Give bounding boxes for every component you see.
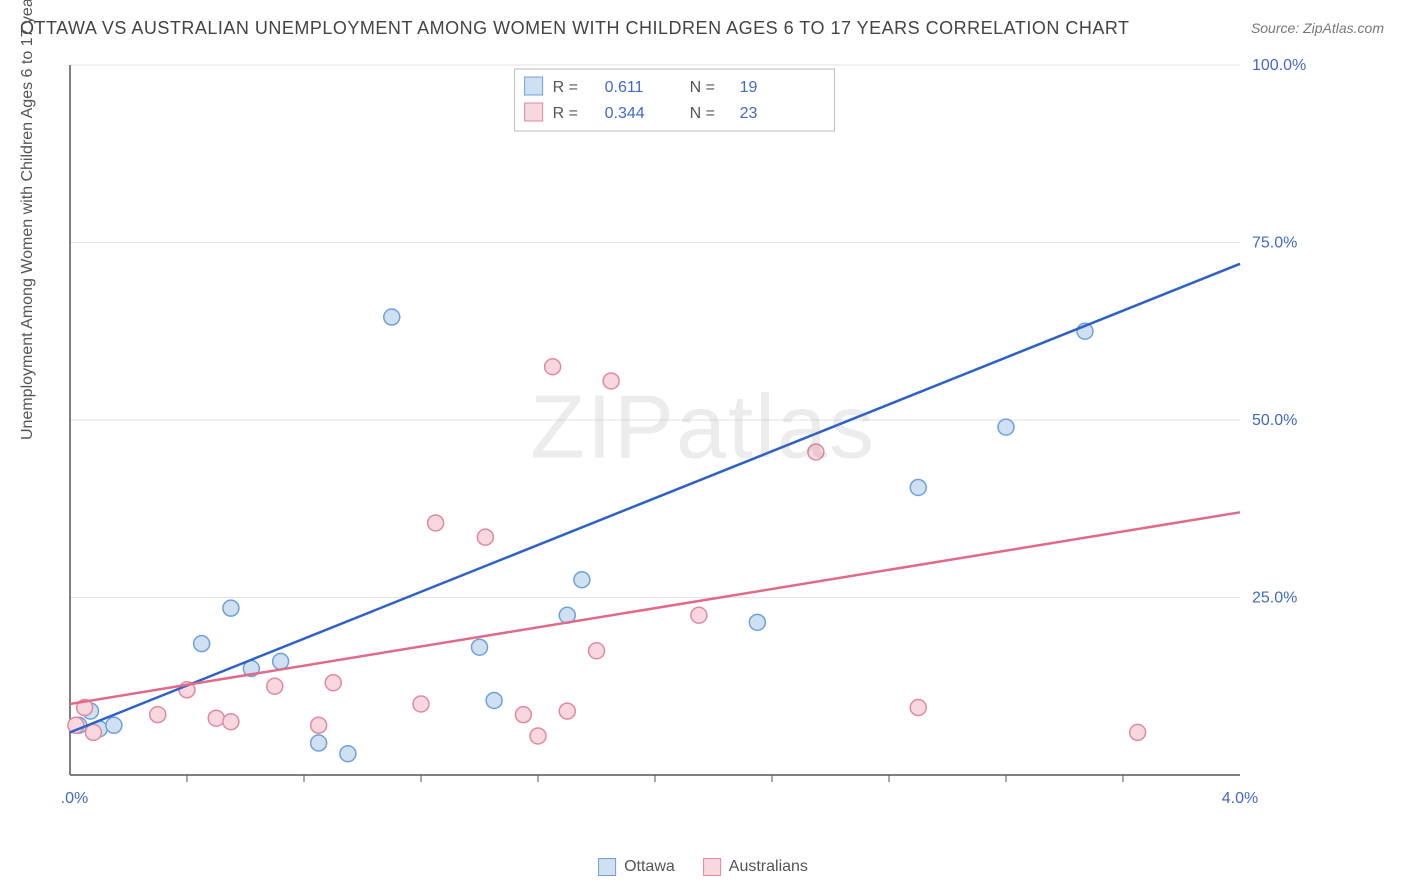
x-tick-label: 0.0% — [60, 790, 88, 807]
chart-svg: 25.0% 50.0% 75.0% 100.0% 0.0% 4.0% R = 0.611 N… — [60, 55, 1320, 825]
legend-label-ottawa: Ottawa — [624, 858, 675, 876]
scatter-point — [530, 728, 546, 744]
gridlines — [70, 65, 1240, 598]
x-tick-labels: 0.0% 4.0% — [60, 790, 1258, 807]
y-tick-label: 50.0% — [1252, 412, 1297, 429]
scatter-point — [106, 717, 122, 733]
legend-r-label: R = — [553, 105, 578, 122]
y-tick-label: 75.0% — [1252, 235, 1297, 252]
scatter-point — [691, 607, 707, 623]
legend-top: R = 0.611 N = 19 R = 0.344 N = 23 — [515, 69, 835, 131]
chart-title: OTTAWA VS AUSTRALIAN UNEMPLOYMENT AMONG … — [20, 18, 1130, 39]
legend-swatch-australians — [703, 858, 721, 876]
scatter-point — [808, 444, 824, 460]
scatter-point — [194, 636, 210, 652]
legend-n-value: 23 — [740, 105, 758, 122]
legend-r-label: R = — [553, 79, 578, 96]
scatter-point — [273, 653, 289, 669]
legend-bottom-item-australians: Australians — [703, 858, 808, 876]
legend-r-value: 0.611 — [605, 79, 644, 96]
scatter-point — [208, 710, 224, 726]
scatter-point — [603, 373, 619, 389]
scatter-point — [515, 707, 531, 723]
y-tick-label: 25.0% — [1252, 590, 1297, 607]
trend-lines — [70, 264, 1240, 733]
scatter-points — [68, 309, 1146, 762]
trend-line — [70, 264, 1240, 733]
legend-swatch — [525, 77, 543, 95]
scatter-point — [340, 746, 356, 762]
trend-line — [70, 512, 1240, 704]
scatter-point — [150, 707, 166, 723]
y-tick-label: 100.0% — [1252, 57, 1306, 74]
legend-bottom-item-ottawa: Ottawa — [598, 858, 675, 876]
scatter-point — [267, 678, 283, 694]
scatter-point — [223, 714, 239, 730]
legend-n-label: N = — [690, 79, 715, 96]
scatter-point — [910, 479, 926, 495]
plot-area: 25.0% 50.0% 75.0% 100.0% 0.0% 4.0% R = 0.611 N… — [60, 55, 1320, 825]
legend-swatch — [525, 103, 543, 121]
scatter-point — [559, 703, 575, 719]
y-tick-labels: 25.0% 50.0% 75.0% 100.0% — [1252, 57, 1306, 607]
scatter-point — [574, 572, 590, 588]
scatter-point — [384, 309, 400, 325]
chart-source: Source: ZipAtlas.com — [1251, 20, 1384, 36]
scatter-point — [998, 419, 1014, 435]
legend-swatch-ottawa — [598, 858, 616, 876]
legend-bottom: Ottawa Australians — [598, 858, 808, 876]
x-tick-label: 4.0% — [1222, 790, 1258, 807]
chart-container: OTTAWA VS AUSTRALIAN UNEMPLOYMENT AMONG … — [0, 0, 1406, 892]
scatter-point — [223, 600, 239, 616]
scatter-point — [749, 614, 765, 630]
legend-n-value: 19 — [740, 79, 758, 96]
legend-n-label: N = — [690, 105, 715, 122]
scatter-point — [486, 692, 502, 708]
scatter-point — [325, 675, 341, 691]
scatter-point — [428, 515, 444, 531]
scatter-point — [477, 529, 493, 545]
scatter-point — [311, 735, 327, 751]
y-axis-label: Unemployment Among Women with Children A… — [19, 0, 37, 440]
scatter-point — [910, 700, 926, 716]
scatter-point — [589, 643, 605, 659]
scatter-point — [1130, 724, 1146, 740]
scatter-point — [85, 724, 101, 740]
legend-r-value: 0.344 — [605, 105, 645, 122]
legend-label-australians: Australians — [729, 858, 808, 876]
scatter-point — [472, 639, 488, 655]
scatter-point — [413, 696, 429, 712]
scatter-point — [311, 717, 327, 733]
scatter-point — [545, 359, 561, 375]
